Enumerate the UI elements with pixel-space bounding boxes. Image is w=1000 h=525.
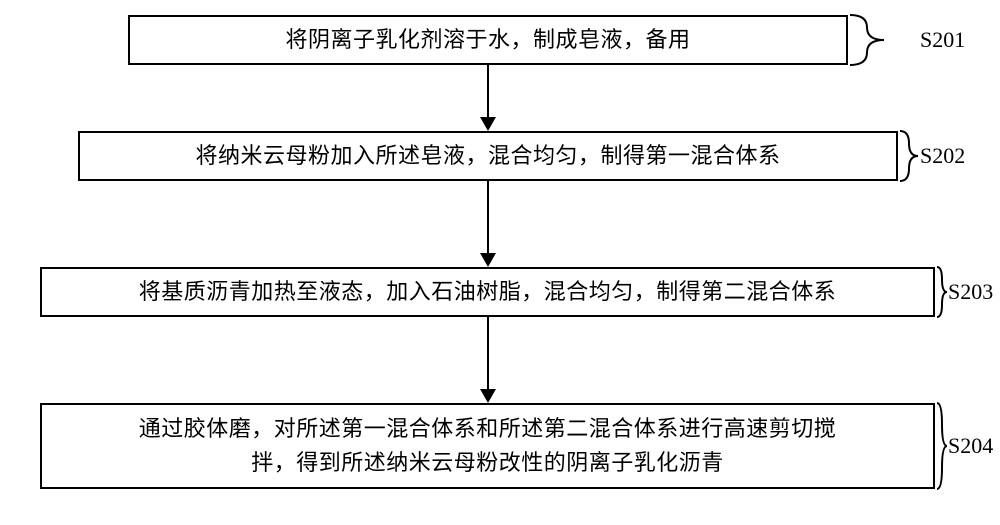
step-text: 将基质沥青加热至液态，加入石油树脂，混合均匀，制得第二混合体系 [139,275,837,309]
arrow-down-icon [478,315,498,405]
flowchart-canvas: 将阴离子乳化剂溶于水，制成皂液，备用 S201 将纳米云母粉加入所述皂液，混合均匀，… [0,0,1000,525]
step-box-s204: 通过胶体磨，对所述第一混合体系和所述第二混合体系进行高速剪切搅 拌，得到所述纳米… [40,403,935,489]
arrow-down-icon [478,179,498,269]
arrow-down-icon [478,63,498,133]
step-text: 通过胶体磨，对所述第一混合体系和所述第二混合体系进行高速剪切搅 拌，得到所述纳米… [139,412,837,480]
step-box-s201: 将阴离子乳化剂溶于水，制成皂液，备用 [128,15,848,65]
step-label-s204: S204 [948,433,993,459]
step-box-s203: 将基质沥青加热至液态，加入石油树脂，混合均匀，制得第二混合体系 [40,267,935,317]
step-label-s202: S202 [920,143,965,169]
brace-icon [935,401,949,491]
brace-icon [848,13,886,67]
brace-icon [935,265,949,319]
step-box-s202: 将纳米云母粉加入所述皂液，混合均匀，制得第一混合体系 [78,131,898,181]
step-text: 将阴离子乳化剂溶于水，制成皂液，备用 [285,23,690,57]
brace-icon [898,129,920,183]
step-label-s201: S201 [920,27,965,53]
step-label-s203: S203 [948,279,993,305]
step-text: 将纳米云母粉加入所述皂液，混合均匀，制得第一混合体系 [195,139,780,173]
